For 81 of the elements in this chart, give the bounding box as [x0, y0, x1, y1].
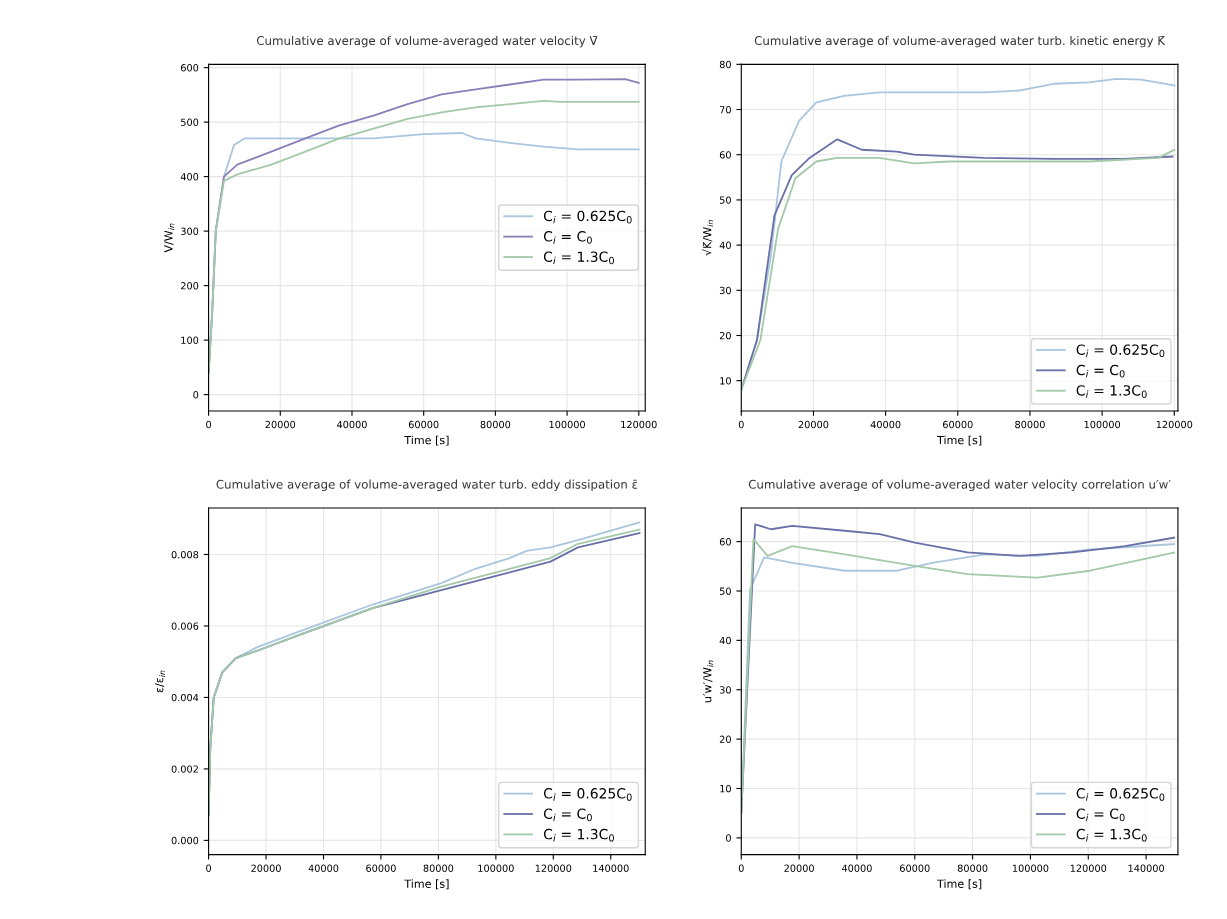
- y-axis-title: V/W$_{in}$: [164, 223, 175, 253]
- x-tick-label: 40000: [841, 864, 872, 872]
- y-tick-label: 30: [719, 286, 731, 295]
- legend-label: C$_{i}$ = C$_{0}$: [543, 231, 592, 244]
- y-tick-label: 0: [726, 834, 731, 842]
- x-tick-label: 20000: [251, 864, 281, 872]
- x-tick-label: 140000: [1128, 864, 1165, 872]
- x-tick-label: 60000: [943, 420, 973, 429]
- x-tick-label: 20000: [798, 420, 829, 429]
- y-tick-label: 70: [719, 106, 731, 114]
- y-tick-label: 60: [719, 538, 731, 546]
- y-tick-label: 500: [181, 118, 199, 126]
- chart-title: Cumulative average of volume-averaged water turb. kinetic energy K̄: [754, 35, 1166, 48]
- x-tick-label: 40000: [870, 420, 901, 429]
- x-tick-label: 120000: [1070, 864, 1107, 872]
- y-tick-label: 600: [180, 64, 199, 72]
- x-tick-label: 20000: [784, 864, 814, 872]
- y-tick-label: 40: [719, 636, 731, 645]
- x-tick-label: 80000: [1015, 420, 1045, 429]
- x-tick-label: 60000: [900, 864, 930, 872]
- y-tick-label: 10: [720, 377, 731, 385]
- y-tick-label: 20: [719, 331, 731, 340]
- x-axis-title: Time [s]: [936, 879, 982, 890]
- chart-title: Cumulative average of volume-averaged water velocity correlation u′w′: [748, 479, 1171, 492]
- y-tick-label: 30: [719, 686, 731, 694]
- legend-label: C$_{i}$ = C$_{0}$: [1076, 808, 1125, 822]
- y-tick-label: 0.006: [171, 622, 199, 630]
- y-tick-label: 0.004: [171, 693, 199, 702]
- y-tick-label: 0.008: [171, 550, 199, 559]
- legend-label: C$_{i}$ = C$_{0}$: [543, 808, 592, 822]
- chart-title: Cumulative average of volume-averaged water velocity V̄: [256, 35, 598, 48]
- y-tick-label: 10: [720, 784, 731, 793]
- x-tick-label: 100000: [478, 864, 514, 872]
- x-tick-label: 80000: [480, 420, 511, 429]
- x-tick-label: 40000: [308, 864, 339, 872]
- x-tick-label: 100000: [549, 420, 585, 429]
- x-tick-label: 60000: [366, 864, 396, 872]
- x-tick-label: 120000: [621, 420, 657, 429]
- x-tick-label: 0: [738, 420, 744, 429]
- y-axis-title: u′w′/W$_{in}$: [703, 660, 714, 703]
- legend-label: C$_{i}$ = 1.3C$_{0}$: [1076, 828, 1147, 842]
- x-tick-label: 0: [738, 864, 744, 872]
- x-axis-title: Time [s]: [404, 879, 449, 890]
- legend-label: C$_{i}$ = 0.625C$_{0}$: [1076, 788, 1165, 801]
- x-tick-label: 100000: [1084, 420, 1121, 429]
- y-tick-label: 0: [193, 391, 199, 399]
- y-tick-label: 60: [719, 151, 731, 159]
- y-tick-label: 100: [181, 336, 199, 344]
- x-tick-label: 0: [206, 864, 212, 872]
- x-tick-label: 40000: [337, 420, 367, 429]
- x-tick-label: 80000: [957, 864, 988, 872]
- y-tick-label: 0.000: [171, 836, 199, 845]
- x-tick-label: 60000: [408, 420, 439, 429]
- legend-label: C$_{i}$ = 0.625C$_{0}$: [543, 788, 632, 801]
- x-axis-title: Time [s]: [404, 435, 449, 446]
- legend-label: C$_{i}$ = 1.3C$_{0}$: [543, 828, 614, 842]
- y-axis-title: √K̄/W$_{in}$: [702, 220, 714, 256]
- legend-label: C$_{i}$ = 1.3C$_{0}$: [543, 251, 614, 265]
- y-tick-label: 300: [181, 227, 199, 235]
- y-tick-label: 200: [181, 282, 199, 290]
- y-tick-label: 400: [180, 173, 199, 181]
- legend-label: C$_{i}$ = 0.625C$_{0}$: [543, 210, 632, 224]
- legend-label: C$_{i}$ = C$_{0}$: [1076, 364, 1125, 378]
- x-tick-label: 20000: [265, 420, 296, 429]
- x-tick-label: 120000: [535, 864, 572, 872]
- legend-label: C$_{i}$ = 0.625C$_{0}$: [1076, 344, 1165, 358]
- legend-label: C$_{i}$ = 1.3C$_{0}$: [1076, 385, 1147, 398]
- x-tick-label: 0: [206, 420, 212, 429]
- x-tick-label: 140000: [593, 864, 629, 872]
- y-tick-label: 0.002: [171, 765, 198, 773]
- y-axis-title: ε/ε$_{in}$: [155, 670, 165, 693]
- y-tick-label: 40: [719, 241, 731, 249]
- y-tick-label: 50: [719, 587, 731, 595]
- y-tick-label: 80: [719, 60, 731, 69]
- x-tick-label: 120000: [1156, 420, 1193, 429]
- y-tick-label: 20: [719, 735, 731, 743]
- chart-title: Cumulative average of volume-averaged water turb. eddy dissipation ε̄: [216, 479, 638, 492]
- x-tick-label: 100000: [1012, 864, 1049, 872]
- x-tick-label: 80000: [423, 864, 454, 872]
- y-tick-label: 50: [719, 196, 731, 204]
- x-axis-title: Time [s]: [936, 435, 982, 446]
